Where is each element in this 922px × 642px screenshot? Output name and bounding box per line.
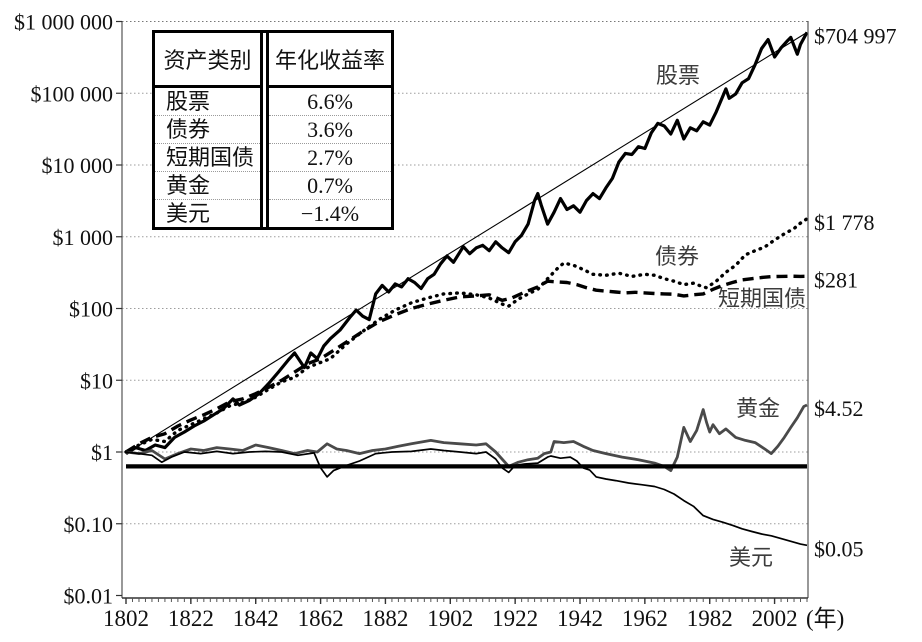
legend-row-gold-return: 0.7% [269,171,391,199]
end-value-label-dollar: $0.05 [814,536,864,561]
y-tick-label: $100 000 [31,81,114,106]
legend-header-return: 年化收益率 [269,33,391,88]
series-label-bonds: 债券 [655,244,699,269]
y-tick-label: $1 000 000 [14,10,113,35]
series-line-dollar [125,448,808,547]
y-tick-label: $10 000 [42,153,114,178]
legend-table: 资产类别 股票 债券 短期国债 黄金 美元 年化收益率 6.6% 3.6% 2.… [152,30,394,230]
series-line-stocks [125,31,809,455]
series-line-trend [125,31,808,455]
legend-row-bills-return: 2.7% [269,143,391,171]
x-tick-label: 1902 [427,606,473,631]
y-tick-label: $10 [80,368,113,393]
series-label-gold: 黄金 [736,396,780,421]
legend-row-dollar-asset: 美元 [155,199,260,227]
x-tick-label: 1922 [492,606,538,631]
y-tick-label: $0.10 [64,512,114,537]
end-value-label-gold: $4.52 [814,396,864,421]
x-axis-unit-label: (年) [806,606,844,631]
y-tick-label: $100 [69,297,113,322]
legend-row-stocks-asset: 股票 [166,89,211,114]
legend-row-stocks-return: 6.6% [307,89,353,114]
x-tick-label: 2002 [752,606,798,631]
legend-row-bills-asset: 短期国债 [155,143,260,171]
x-tick-label: 1942 [557,606,603,631]
legend-table-asset-column: 资产类别 股票 债券 短期国债 黄金 美元 [155,33,263,227]
end-value-label-bills: $281 [814,267,858,292]
series-line-gold [125,403,808,473]
x-tick-label: 1962 [622,606,668,631]
legend-table-divider [263,33,266,227]
x-tick-label: 1982 [687,606,733,631]
x-tick-label: 1862 [298,606,344,631]
y-tick-label: $1 000 [53,225,114,250]
x-tick-label: 1822 [168,606,214,631]
end-value-label-stocks: $704 997 [814,23,897,48]
y-tick-label: $0.01 [64,584,114,609]
y-tick-label: $1 [91,440,113,465]
series-line-bonds [124,217,809,454]
legend-row-dollar-return: −1.4% [269,199,391,227]
series-label-dollar: 美元 [729,545,773,570]
end-value-label-bonds: $1 778 [814,210,875,235]
legend-row-bonds-asset: 债券 [155,115,260,143]
x-tick-label: 1882 [362,606,408,631]
legend-row-bonds-return: 3.6% [269,115,391,143]
legend-table-return-column: 年化收益率 6.6% 3.6% 2.7% 0.7% −1.4% [266,33,391,227]
legend-row-gold-asset: 黄金 [155,171,260,199]
series-label-bills: 短期国债 [718,286,806,311]
x-tick-label: 1842 [233,606,279,631]
legend-header-asset: 资产类别 [155,33,260,88]
x-tick-label: 1802 [103,606,149,631]
series-label-stocks: 股票 [656,63,700,88]
series-line-bills [125,274,808,454]
